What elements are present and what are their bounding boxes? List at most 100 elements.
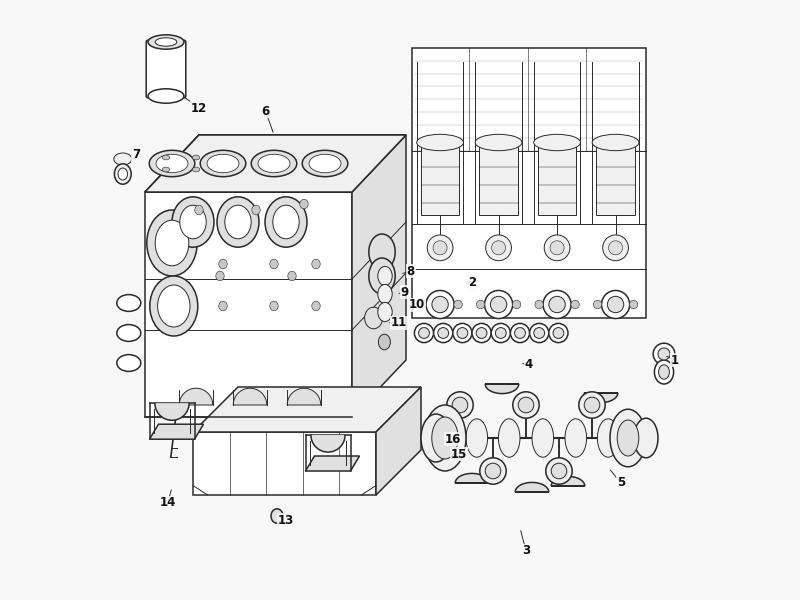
Polygon shape	[352, 135, 406, 417]
Ellipse shape	[300, 199, 308, 209]
Ellipse shape	[454, 300, 462, 308]
Text: 2: 2	[468, 275, 476, 289]
Ellipse shape	[491, 323, 510, 343]
Ellipse shape	[302, 150, 348, 176]
Ellipse shape	[378, 334, 390, 350]
Ellipse shape	[270, 301, 278, 311]
Polygon shape	[421, 142, 459, 215]
Ellipse shape	[118, 168, 128, 180]
Ellipse shape	[369, 234, 395, 270]
Polygon shape	[479, 142, 518, 215]
Ellipse shape	[424, 405, 466, 471]
Ellipse shape	[265, 197, 307, 247]
Ellipse shape	[418, 300, 426, 308]
Ellipse shape	[437, 419, 459, 457]
Polygon shape	[145, 135, 406, 192]
Polygon shape	[145, 135, 406, 192]
Polygon shape	[150, 424, 203, 439]
Ellipse shape	[453, 323, 472, 343]
Polygon shape	[485, 384, 518, 394]
Ellipse shape	[546, 458, 572, 484]
Ellipse shape	[544, 235, 570, 260]
Ellipse shape	[117, 295, 141, 311]
Ellipse shape	[218, 259, 227, 269]
Ellipse shape	[252, 205, 260, 215]
Ellipse shape	[378, 302, 392, 322]
Ellipse shape	[432, 296, 448, 313]
Ellipse shape	[438, 328, 449, 338]
Ellipse shape	[472, 323, 491, 343]
Polygon shape	[538, 142, 576, 215]
Ellipse shape	[514, 328, 526, 338]
Ellipse shape	[434, 323, 453, 343]
Ellipse shape	[630, 300, 638, 308]
FancyBboxPatch shape	[146, 40, 186, 98]
Ellipse shape	[598, 419, 619, 457]
Ellipse shape	[421, 414, 451, 462]
Ellipse shape	[486, 235, 511, 260]
Text: 8: 8	[406, 265, 415, 278]
Ellipse shape	[485, 290, 513, 319]
Ellipse shape	[172, 197, 214, 247]
Ellipse shape	[433, 241, 447, 255]
Ellipse shape	[565, 419, 586, 457]
Ellipse shape	[498, 419, 520, 457]
Ellipse shape	[658, 365, 670, 379]
Ellipse shape	[271, 509, 283, 523]
Ellipse shape	[609, 241, 622, 255]
Ellipse shape	[225, 205, 251, 239]
Ellipse shape	[418, 328, 430, 338]
Text: 16: 16	[445, 433, 461, 446]
Text: 10: 10	[409, 298, 425, 311]
Ellipse shape	[534, 134, 581, 151]
Ellipse shape	[534, 328, 545, 338]
Ellipse shape	[634, 418, 658, 458]
Polygon shape	[376, 387, 421, 495]
Ellipse shape	[466, 419, 488, 457]
Text: 14: 14	[160, 496, 176, 509]
Ellipse shape	[490, 296, 506, 313]
Polygon shape	[155, 403, 189, 420]
Ellipse shape	[312, 259, 320, 269]
Ellipse shape	[549, 296, 566, 313]
Ellipse shape	[476, 300, 485, 308]
Ellipse shape	[417, 134, 463, 151]
Ellipse shape	[117, 355, 141, 371]
Ellipse shape	[495, 328, 506, 338]
Ellipse shape	[592, 134, 639, 151]
Ellipse shape	[594, 300, 602, 308]
Ellipse shape	[158, 285, 190, 327]
Ellipse shape	[149, 150, 195, 176]
Ellipse shape	[607, 296, 624, 313]
Text: 1: 1	[670, 353, 679, 367]
Ellipse shape	[117, 325, 141, 341]
Ellipse shape	[584, 397, 600, 413]
Bar	[412, 48, 646, 318]
Ellipse shape	[512, 300, 521, 308]
Ellipse shape	[288, 271, 296, 281]
Ellipse shape	[476, 328, 487, 338]
Ellipse shape	[427, 235, 453, 260]
Ellipse shape	[155, 220, 189, 266]
Ellipse shape	[578, 392, 606, 418]
Polygon shape	[455, 473, 489, 483]
Ellipse shape	[162, 167, 170, 172]
Polygon shape	[551, 476, 585, 486]
Ellipse shape	[532, 419, 554, 457]
Ellipse shape	[195, 205, 203, 215]
Ellipse shape	[148, 89, 184, 103]
Ellipse shape	[618, 420, 638, 456]
Ellipse shape	[571, 300, 579, 308]
Ellipse shape	[273, 205, 299, 239]
Polygon shape	[584, 393, 618, 403]
Text: 6: 6	[262, 104, 270, 118]
Ellipse shape	[414, 323, 434, 343]
Ellipse shape	[114, 164, 131, 184]
Ellipse shape	[114, 153, 132, 165]
Ellipse shape	[480, 458, 506, 484]
Ellipse shape	[309, 154, 341, 173]
Text: 9: 9	[401, 286, 409, 299]
Ellipse shape	[147, 210, 197, 276]
Ellipse shape	[654, 360, 674, 384]
Text: 13: 13	[278, 514, 294, 527]
